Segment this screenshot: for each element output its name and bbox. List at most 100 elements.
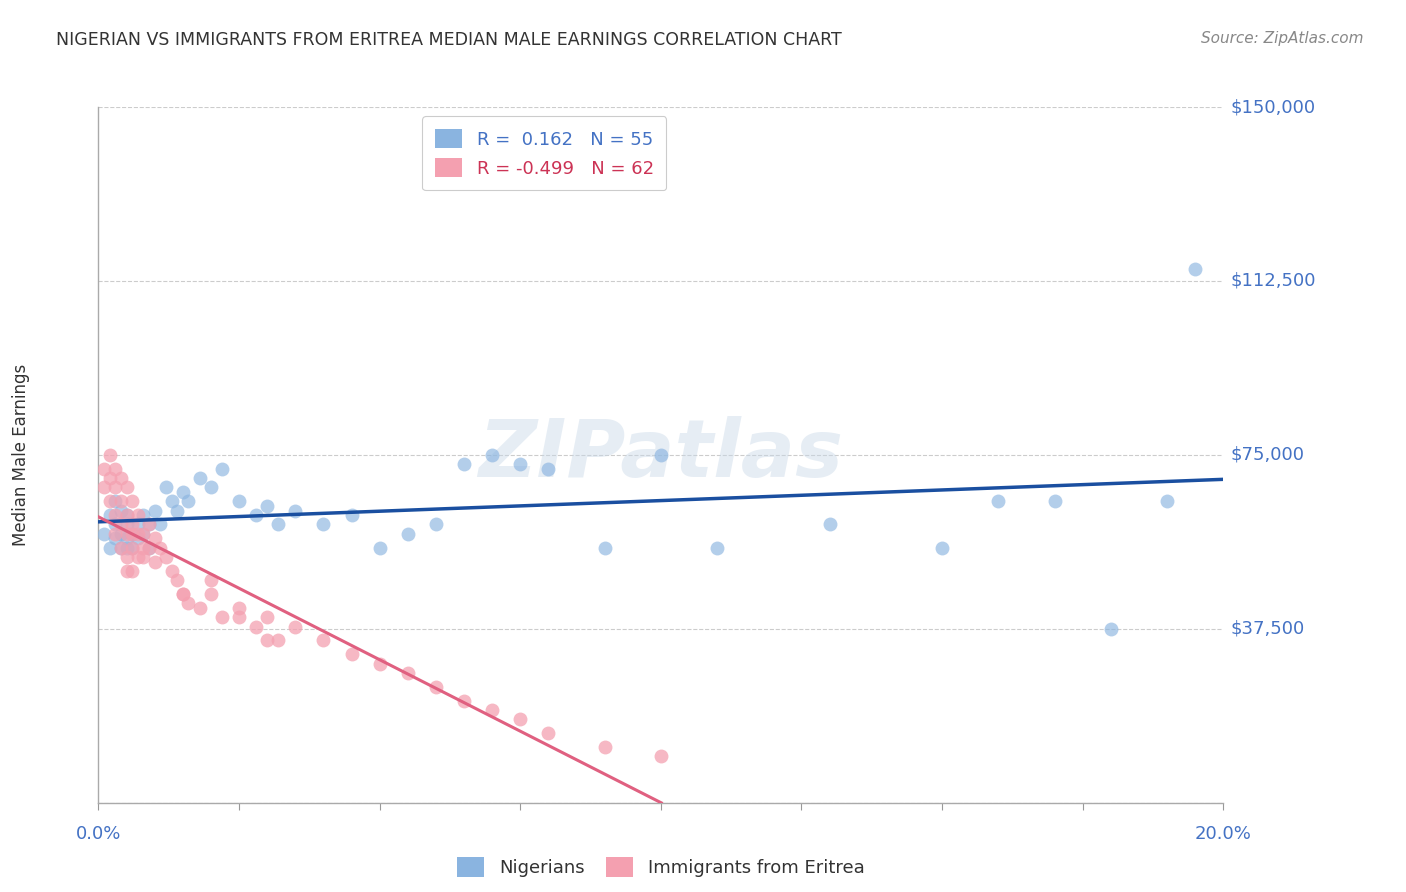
Point [143, 555, 166, 569]
Point [143, 503, 166, 517]
Point [172, 485, 194, 500]
Point [166, 503, 188, 517]
Point [160, 494, 183, 508]
Point [987, 494, 1010, 508]
Point [593, 740, 616, 755]
Point [188, 601, 211, 615]
Point [93, 480, 115, 494]
Point [115, 508, 138, 523]
Point [368, 541, 391, 555]
Point [149, 517, 172, 532]
Point [537, 462, 560, 476]
Point [481, 448, 503, 462]
Point [138, 541, 160, 555]
Point [132, 526, 155, 541]
Point [509, 457, 531, 471]
Point [127, 526, 149, 541]
Point [98, 541, 121, 555]
Point [98, 494, 121, 508]
Point [121, 541, 143, 555]
Point [104, 462, 127, 476]
Point [172, 587, 194, 601]
Point [155, 549, 177, 564]
Point [166, 573, 188, 587]
Point [149, 541, 172, 555]
Point [188, 471, 211, 485]
Point [312, 633, 335, 648]
Text: ZIPatlas: ZIPatlas [478, 416, 844, 494]
Text: Median Male Earnings: Median Male Earnings [13, 364, 30, 546]
Point [284, 619, 307, 633]
Point [706, 541, 728, 555]
Point [115, 508, 138, 523]
Point [537, 726, 560, 740]
Point [93, 462, 115, 476]
Point [312, 517, 335, 532]
Point [256, 610, 278, 624]
Point [211, 610, 233, 624]
Point [127, 508, 149, 523]
Point [110, 541, 132, 555]
Point [127, 532, 149, 546]
Point [121, 526, 143, 541]
Point [121, 517, 143, 532]
Point [1043, 494, 1066, 508]
Point [115, 541, 138, 555]
Point [110, 471, 132, 485]
Point [110, 494, 132, 508]
Point [340, 508, 363, 523]
Point [1156, 494, 1178, 508]
Point [104, 526, 127, 541]
Point [396, 526, 419, 541]
Point [104, 494, 127, 508]
Point [200, 573, 222, 587]
Point [481, 703, 503, 717]
Point [453, 457, 475, 471]
Point [509, 712, 531, 726]
Point [115, 564, 138, 578]
Point [228, 494, 250, 508]
Point [453, 694, 475, 708]
Point [121, 564, 143, 578]
Point [104, 532, 127, 546]
Point [121, 541, 143, 555]
Point [138, 517, 160, 532]
Point [132, 549, 155, 564]
Point [115, 526, 138, 541]
Point [228, 610, 250, 624]
Point [245, 508, 267, 523]
Point [228, 601, 250, 615]
Point [110, 526, 132, 541]
Point [110, 541, 132, 555]
Point [104, 508, 127, 523]
Point [200, 480, 222, 494]
Point [1099, 622, 1122, 636]
Point [132, 508, 155, 523]
Point [132, 526, 155, 541]
Point [256, 499, 278, 513]
Legend: Nigerians, Immigrants from Eritrea: Nigerians, Immigrants from Eritrea [450, 850, 872, 884]
Text: Source: ZipAtlas.com: Source: ZipAtlas.com [1201, 31, 1364, 46]
Point [138, 517, 160, 532]
Point [256, 633, 278, 648]
Point [115, 480, 138, 494]
Point [245, 619, 267, 633]
Point [98, 471, 121, 485]
Point [127, 549, 149, 564]
Text: $150,000: $150,000 [1230, 98, 1316, 116]
Point [818, 517, 841, 532]
Point [127, 517, 149, 532]
Point [650, 749, 672, 764]
Point [121, 494, 143, 508]
Point [172, 587, 194, 601]
Point [155, 480, 177, 494]
Point [396, 665, 419, 680]
Point [110, 503, 132, 517]
Point [98, 448, 121, 462]
Point [177, 596, 200, 610]
Point [1184, 262, 1206, 277]
Point [284, 503, 307, 517]
Point [368, 657, 391, 671]
Point [160, 564, 183, 578]
Point [211, 462, 233, 476]
